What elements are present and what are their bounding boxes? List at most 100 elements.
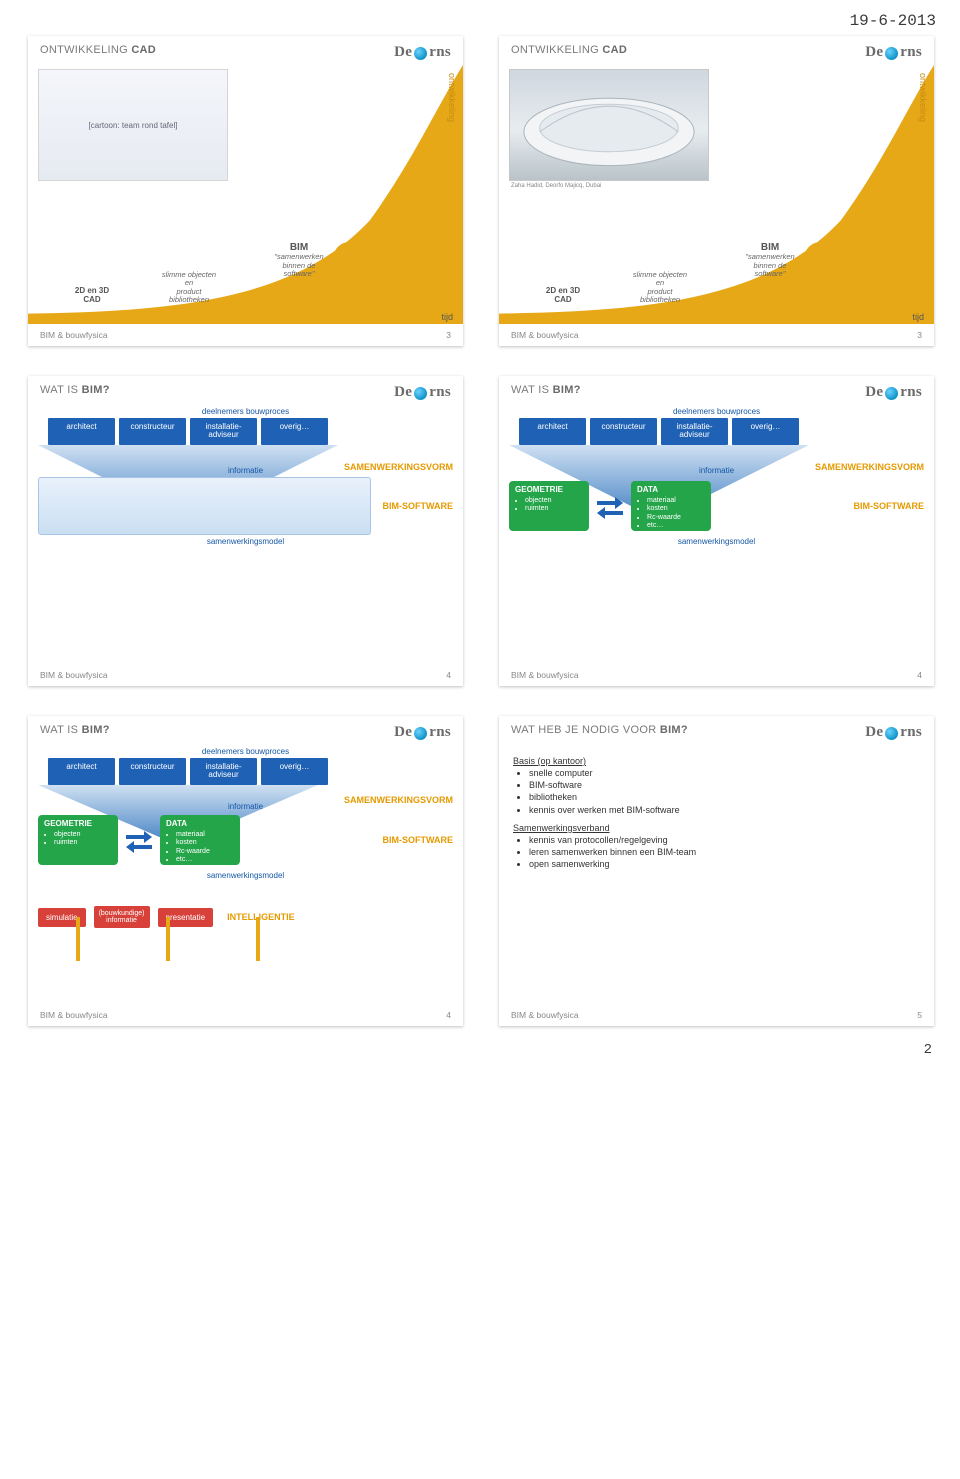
role-constructeur: constructeur: [590, 418, 657, 445]
footer-num: 4: [917, 670, 922, 680]
bim-software-label: BIM-SOFTWARE: [850, 501, 925, 511]
list-item: BIM-software: [529, 779, 920, 791]
list-item: open samenwerking: [529, 858, 920, 870]
footer-num: 3: [917, 330, 922, 340]
slide-title: WAT IS BIM?: [40, 724, 110, 736]
slide-title: WAT IS BIM?: [511, 384, 581, 396]
dev-chart: [cartoon: team rond tafel] ontwikkeling …: [28, 65, 463, 326]
participant-row: architect constructeur installatie-advis…: [509, 416, 809, 445]
model-label: samenwerkingsmodel: [28, 869, 463, 880]
role-architect: architect: [48, 758, 115, 785]
slide-ontwikkeling-2: ONTWIKKELING CAD Derns Zaha H: [499, 36, 934, 346]
stage-1: 2D en 3DCAD: [535, 286, 591, 304]
footer-label: BIM & bouwfysica: [40, 670, 108, 680]
globe-icon: [885, 727, 898, 740]
brand-logo: Derns: [865, 384, 922, 401]
list-item: kennis van protocollen/regelgeving: [529, 834, 920, 846]
stage-2: slimme objecten en product bibliotheken: [615, 271, 705, 304]
slide-title: WAT HEB JE NODIG VOOR BIM?: [511, 724, 688, 736]
geo-data-panel: GEOMETRIE objecten ruimten: [509, 477, 842, 535]
section-basis: Basis (op kantoor): [513, 755, 920, 767]
footer-label: BIM & bouwfysica: [511, 330, 579, 340]
pill-simulatie: simulatie: [38, 908, 86, 927]
brand-logo: Derns: [394, 724, 451, 741]
role-installatie: installatie-adviseur: [190, 758, 257, 785]
samenwerkingsvorm-label: SAMENWERKINGSVORM: [338, 795, 453, 805]
slide-watisbim-3: WAT IS BIM? Derns deelnemers bouwproces …: [28, 716, 463, 1026]
list-item: bibliotheken: [529, 791, 920, 803]
pill-presentatie: presentatie: [158, 908, 214, 927]
x-axis-label: tijd: [442, 312, 454, 322]
slide-title: WAT IS BIM?: [40, 384, 110, 396]
model-label: samenwerkingsmodel: [499, 535, 934, 546]
bim-arch: deelnemers bouwproces architect construc…: [28, 405, 463, 666]
y-axis-label: ontwikkeling: [918, 73, 928, 122]
dev-chart: Zaha Hadid, Deorfo Majicq, Dubai ontwikk…: [499, 65, 934, 326]
geometrie-card: GEOMETRIE objecten ruimten: [509, 481, 589, 531]
globe-icon: [414, 47, 427, 60]
footer-num: 5: [917, 1010, 922, 1020]
bim-software-label: BIM-SOFTWARE: [379, 835, 454, 845]
list-item: leren samenwerken binnen een BIM-team: [529, 846, 920, 858]
page-number: 2: [0, 1034, 960, 1072]
model-label: samenwerkingsmodel: [28, 535, 463, 546]
footer-label: BIM & bouwfysica: [511, 670, 579, 680]
role-overig: overig…: [261, 418, 328, 445]
role-installatie: installatie-adviseur: [661, 418, 728, 445]
footer-label: BIM & bouwfysica: [511, 1010, 579, 1020]
pill-bouwkundige: (bouwkundige)informatie: [94, 906, 150, 929]
y-axis-label: ontwikkeling: [447, 73, 457, 122]
slide-ontwikkeling-1: ONTWIKKELING CAD Derns [cartoon: team ro…: [28, 36, 463, 346]
slide-watisbim-1: WAT IS BIM? Derns deelnemers bouwproces …: [28, 376, 463, 686]
slide-wathebjenodig: WAT HEB JE NODIG VOOR BIM? Derns Basis (…: [499, 716, 934, 1026]
bim-arch-full: deelnemers bouwproces architect construc…: [28, 745, 463, 1006]
globe-icon: [885, 387, 898, 400]
data-card: DATA materiaal kosten Rc-waarde etc…: [160, 815, 240, 865]
role-architect: architect: [519, 418, 586, 445]
brand-logo: Derns: [394, 384, 451, 401]
participants-label: deelnemers bouwproces: [28, 745, 463, 756]
brand-logo: Derns: [865, 724, 922, 741]
participants-label: deelnemers bouwproces: [28, 405, 463, 416]
photo-caption: Zaha Hadid, Deorfo Majicq, Dubai: [511, 183, 601, 189]
role-overig: overig…: [261, 758, 328, 785]
slide-title: ONTWIKKELING CAD: [511, 44, 627, 56]
slide-watisbim-2: WAT IS BIM? Derns deelnemers bouwproces …: [499, 376, 934, 686]
model-panel: [38, 477, 371, 535]
stage-3: BIM "samenwerken binnen de software": [258, 242, 340, 278]
x-axis-label: tijd: [913, 312, 925, 322]
exchange-arrows-icon: [124, 825, 154, 855]
requirements-text: Basis (op kantoor) snelle computer BIM-s…: [499, 745, 934, 882]
role-installatie: installatie-adviseur: [190, 418, 257, 445]
role-architect: architect: [48, 418, 115, 445]
footer-label: BIM & bouwfysica: [40, 330, 108, 340]
footer-label: BIM & bouwfysica: [40, 1010, 108, 1020]
role-constructeur: constructeur: [119, 758, 186, 785]
render-photo: [509, 69, 709, 181]
page-date: 19-6-2013: [0, 0, 960, 36]
footer-num: 4: [446, 670, 451, 680]
slide-title: ONTWIKKELING CAD: [40, 44, 156, 56]
section-samenwerking: Samenwerkingsverband: [513, 822, 920, 834]
samenwerkingsvorm-label: SAMENWERKINGSVORM: [809, 462, 924, 472]
slide-grid: ONTWIKKELING CAD Derns [cartoon: team ro…: [0, 36, 960, 1034]
footer-num: 4: [446, 1010, 451, 1020]
brand-logo: Derns: [394, 44, 451, 61]
list-item: snelle computer: [529, 767, 920, 779]
globe-icon: [885, 47, 898, 60]
bim-arch: deelnemers bouwproces architect construc…: [499, 405, 934, 666]
brand-logo: Derns: [865, 44, 922, 61]
intelligentie-label: INTELLIGENTIE: [221, 912, 295, 922]
stage-2: slimme objecten en product bibliotheken: [144, 271, 234, 304]
geo-data-panel: GEOMETRIE objecten ruimten: [38, 811, 371, 869]
samenwerkingsvorm-label: SAMENWERKINGSVORM: [338, 462, 453, 472]
list-item: kennis over werken met BIM-software: [529, 804, 920, 816]
role-overig: overig…: [732, 418, 799, 445]
stage-3: BIM "samenwerken binnen de software": [729, 242, 811, 278]
cartoon-illustration: [cartoon: team rond tafel]: [38, 69, 228, 181]
globe-icon: [414, 387, 427, 400]
role-constructeur: constructeur: [119, 418, 186, 445]
globe-icon: [414, 727, 427, 740]
bim-software-label: BIM-SOFTWARE: [379, 501, 454, 511]
participants-label: deelnemers bouwproces: [499, 405, 934, 416]
